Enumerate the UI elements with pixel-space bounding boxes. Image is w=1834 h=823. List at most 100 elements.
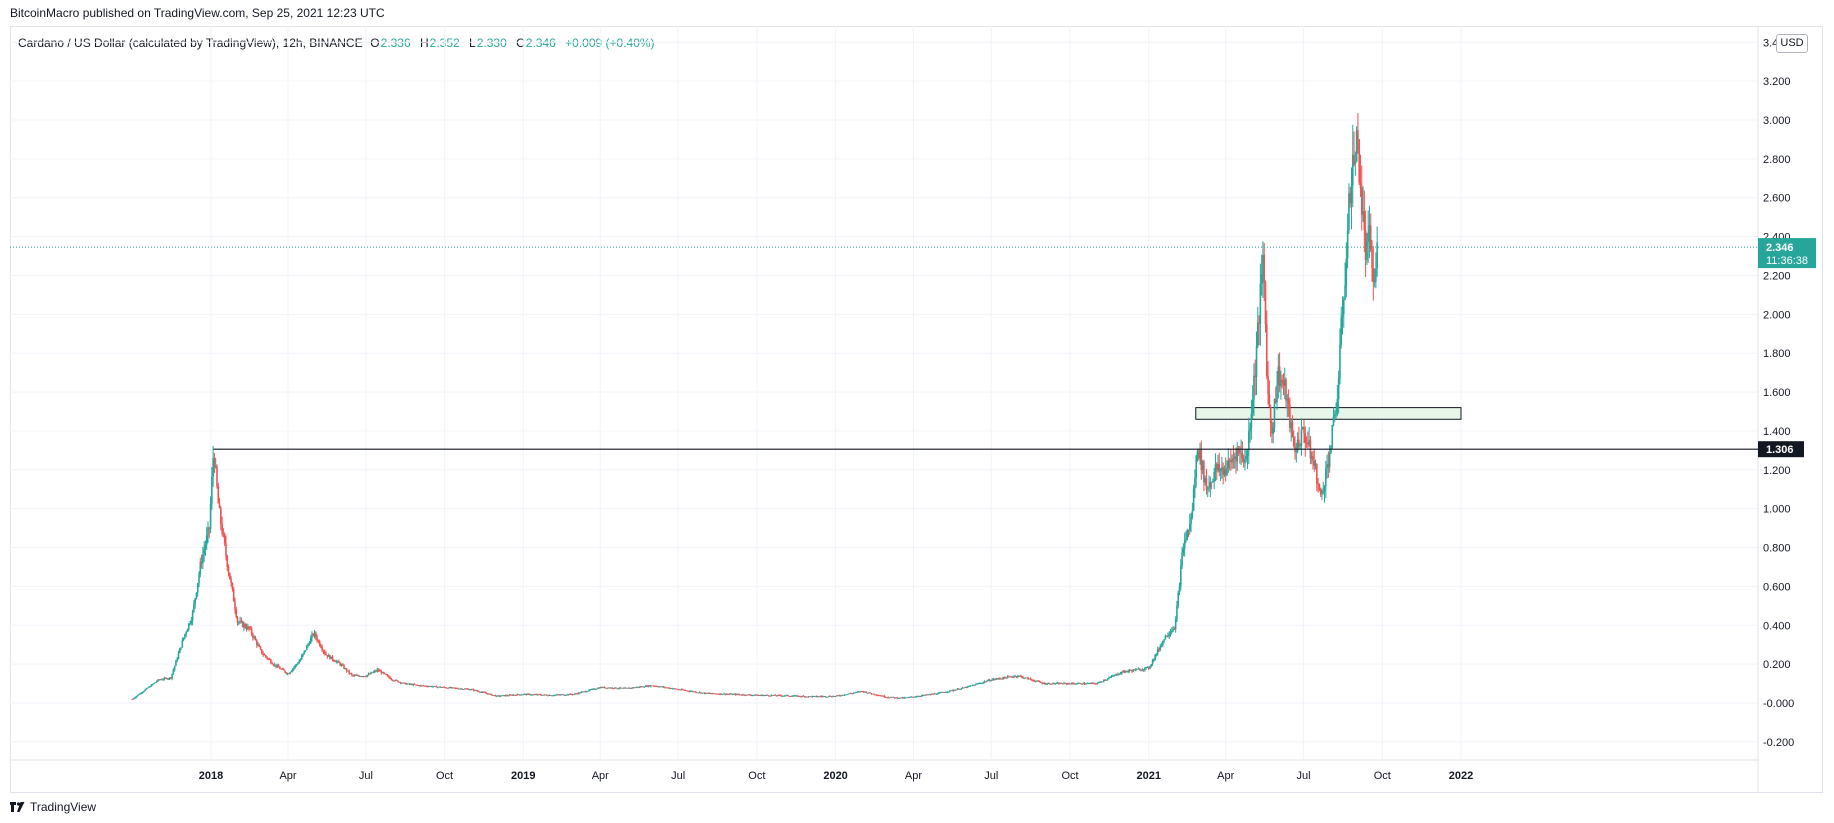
candle-body — [775, 695, 778, 697]
candle-body — [802, 695, 805, 697]
candle-body — [504, 695, 507, 697]
candle-body — [140, 693, 143, 694]
candle-body — [947, 691, 950, 693]
candle-body — [1195, 456, 1197, 478]
candle-body — [1060, 683, 1063, 684]
candle-body — [322, 650, 325, 652]
candle-body — [575, 693, 578, 695]
candle-body — [1144, 667, 1146, 670]
candle-body — [407, 683, 410, 685]
candle-body — [608, 687, 611, 689]
candle-body — [519, 694, 521, 696]
candle-body — [611, 687, 614, 689]
candle-body — [209, 503, 212, 529]
candle-body — [472, 689, 475, 691]
x-tick-label: 2022 — [1449, 770, 1473, 782]
candle-body — [317, 640, 320, 642]
candle-body — [629, 687, 632, 689]
candle-body — [1200, 449, 1203, 471]
candle-body — [610, 687, 612, 689]
candle-body — [605, 687, 607, 689]
candle-body — [554, 694, 557, 696]
candle-body — [313, 632, 316, 636]
candle-body — [512, 694, 515, 696]
candle-body — [435, 686, 438, 688]
y-tick-label: 0.600 — [1763, 581, 1791, 593]
candle-body — [530, 694, 533, 696]
candle-body — [1350, 185, 1353, 204]
candle-body — [551, 695, 553, 697]
candle-body — [134, 697, 136, 699]
candle-body — [655, 686, 657, 687]
candle-body — [1081, 684, 1083, 685]
candle-body — [516, 694, 519, 696]
chart-frame — [10, 26, 1823, 793]
candle-body — [673, 688, 675, 690]
x-tick-label: Jul — [984, 770, 998, 782]
y-tick-label: 1.000 — [1763, 504, 1791, 516]
candle-body — [1087, 683, 1090, 685]
candle-body — [859, 691, 861, 693]
candle-body — [789, 696, 792, 698]
candle-body — [1204, 478, 1206, 483]
candle-body — [572, 694, 575, 696]
candle-body — [786, 695, 788, 697]
candle-body — [975, 683, 978, 685]
candle-body — [850, 693, 852, 695]
candle-body — [1111, 675, 1114, 677]
candle-body — [347, 670, 349, 672]
x-tick-label: Apr — [592, 770, 609, 782]
line-price-tag — [1758, 441, 1804, 458]
candle-body — [376, 669, 379, 672]
x-tick-label: Apr — [279, 770, 296, 782]
candle-body — [357, 675, 359, 677]
candle-body — [143, 691, 145, 693]
candle-body — [1272, 427, 1275, 434]
candle-body — [1300, 429, 1303, 446]
candle-body — [896, 697, 898, 699]
candle-body — [280, 668, 282, 670]
candle-body — [199, 561, 202, 575]
candle-body — [768, 695, 770, 697]
candle-body — [1095, 683, 1097, 685]
candle-body — [493, 695, 495, 696]
candle-body — [806, 696, 809, 698]
candle-body — [848, 693, 851, 695]
support-zone-box[interactable] — [1195, 407, 1462, 420]
candle-body — [542, 694, 544, 696]
candle-body — [171, 673, 173, 679]
y-tick-label: 3.000 — [1763, 115, 1791, 127]
candle-body — [1131, 670, 1133, 672]
candle-body — [688, 691, 691, 692]
candle-body — [1058, 682, 1060, 685]
candle-body — [891, 696, 893, 698]
candle-body — [1117, 673, 1119, 675]
candle-body — [1179, 565, 1182, 587]
candle-body — [257, 644, 259, 646]
candle-body — [1102, 680, 1105, 682]
candle-body — [285, 672, 288, 674]
candle-body — [951, 690, 954, 692]
candle-body — [442, 687, 444, 688]
candle-body — [821, 696, 824, 698]
candle-body — [159, 679, 162, 681]
candle-body — [1140, 670, 1142, 671]
candle-body — [948, 690, 951, 692]
candle-body — [791, 696, 793, 697]
candle-body — [563, 695, 566, 696]
candle-body — [525, 693, 528, 695]
candle-body — [839, 695, 842, 697]
candle-body — [830, 696, 833, 698]
candle-body — [1005, 677, 1008, 679]
candle-body — [433, 686, 435, 687]
candle-body — [856, 691, 859, 693]
candle-body — [1079, 683, 1082, 685]
currency-button[interactable]: USD — [1776, 34, 1808, 53]
candle-body — [368, 673, 371, 675]
candle-body — [1209, 482, 1212, 488]
candle-body — [384, 673, 386, 675]
candle-body — [626, 687, 629, 689]
candle-body — [635, 687, 638, 688]
candle-body — [1196, 450, 1199, 457]
